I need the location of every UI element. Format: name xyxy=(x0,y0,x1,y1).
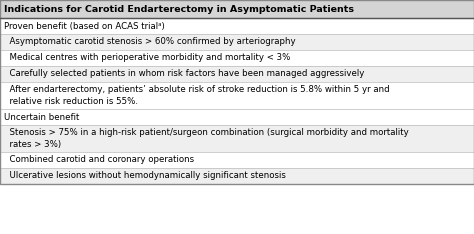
Bar xyxy=(0,125,474,152)
Text: Indications for Carotid Endarterectomy in Asymptomatic Patients: Indications for Carotid Endarterectomy i… xyxy=(4,4,354,14)
Text: Carefully selected patients in whom risk factors have been managed aggressively: Carefully selected patients in whom risk… xyxy=(4,69,365,78)
Text: Proven benefit (based on ACAS trialᵃ): Proven benefit (based on ACAS trialᵃ) xyxy=(4,22,165,30)
Text: Ulcerative lesions without hemodynamically significant stenosis: Ulcerative lesions without hemodynamical… xyxy=(4,172,286,180)
Text: Asymptomatic carotid stenosis > 60% confirmed by arteriography: Asymptomatic carotid stenosis > 60% conf… xyxy=(4,37,296,47)
Bar xyxy=(0,34,474,50)
Bar xyxy=(0,82,474,109)
Bar xyxy=(0,109,474,125)
Bar xyxy=(0,66,474,82)
Text: Medical centres with perioperative morbidity and mortality < 3%: Medical centres with perioperative morbi… xyxy=(4,54,291,62)
Bar xyxy=(0,168,474,184)
Bar xyxy=(0,0,474,18)
Bar xyxy=(0,18,474,34)
Text: Stenosis > 75% in a high-risk patient/surgeon combination (surgical morbidity an: Stenosis > 75% in a high-risk patient/su… xyxy=(4,128,409,149)
Bar xyxy=(0,50,474,66)
Text: Uncertain benefit: Uncertain benefit xyxy=(4,113,79,121)
Bar xyxy=(0,152,474,168)
Text: Combined carotid and coronary operations: Combined carotid and coronary operations xyxy=(4,156,194,165)
Bar xyxy=(0,0,474,184)
Text: After endarterectomy, patients’ absolute risk of stroke reduction is 5.8% within: After endarterectomy, patients’ absolute… xyxy=(4,85,390,106)
